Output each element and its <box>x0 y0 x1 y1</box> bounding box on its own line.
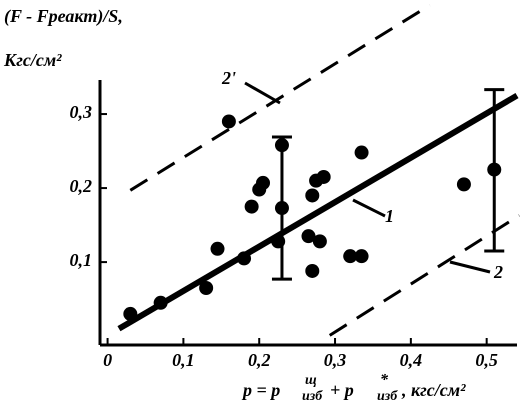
point <box>354 145 369 160</box>
point <box>256 175 271 190</box>
x-axis-label: изб <box>302 389 323 404</box>
point <box>210 241 225 256</box>
y-tick-label: 0,2 <box>70 176 93 196</box>
x-axis-label: изб <box>377 389 398 404</box>
point <box>221 114 236 129</box>
point <box>312 234 327 249</box>
point <box>456 177 471 192</box>
x-axis-label: щ <box>305 373 317 388</box>
fit-line <box>328 214 520 337</box>
point <box>301 229 316 244</box>
chart-title: (F - Fреакт)/S, <box>4 6 123 27</box>
x-axis-label: , кгс/см² <box>401 380 466 400</box>
point <box>354 249 369 264</box>
point <box>305 263 320 278</box>
point <box>343 249 358 264</box>
point <box>274 201 289 216</box>
leader-line <box>352 198 386 218</box>
x-tick-label: 0,1 <box>172 350 195 370</box>
line-label: 2 <box>493 262 503 282</box>
x-tick-label: 0 <box>103 350 112 370</box>
point <box>153 295 168 310</box>
point <box>199 281 214 296</box>
point <box>274 138 289 153</box>
fit-line <box>129 3 431 192</box>
line-label: 1 <box>385 206 394 226</box>
line-label: 2' <box>221 68 236 88</box>
point <box>123 306 138 321</box>
x-axis-label: p = p <box>241 380 280 400</box>
x-axis-label: + p <box>330 380 354 400</box>
x-tick-label: 0,3 <box>324 350 347 370</box>
point <box>244 199 259 214</box>
x-tick-label: 0,5 <box>475 350 498 370</box>
y-axis-label: Кгс/см² <box>3 50 62 70</box>
point <box>271 234 286 249</box>
point <box>487 162 502 177</box>
point <box>305 188 320 203</box>
x-tick-label: 0,2 <box>248 350 271 370</box>
y-tick-label: 0,3 <box>70 102 93 122</box>
x-tick-label: 0,4 <box>400 350 423 370</box>
leader-line <box>449 260 491 274</box>
point <box>237 251 252 266</box>
x-axis-label: * <box>380 372 389 389</box>
point <box>316 169 331 184</box>
y-tick-label: 0,1 <box>70 250 93 270</box>
fit-line <box>117 92 519 332</box>
